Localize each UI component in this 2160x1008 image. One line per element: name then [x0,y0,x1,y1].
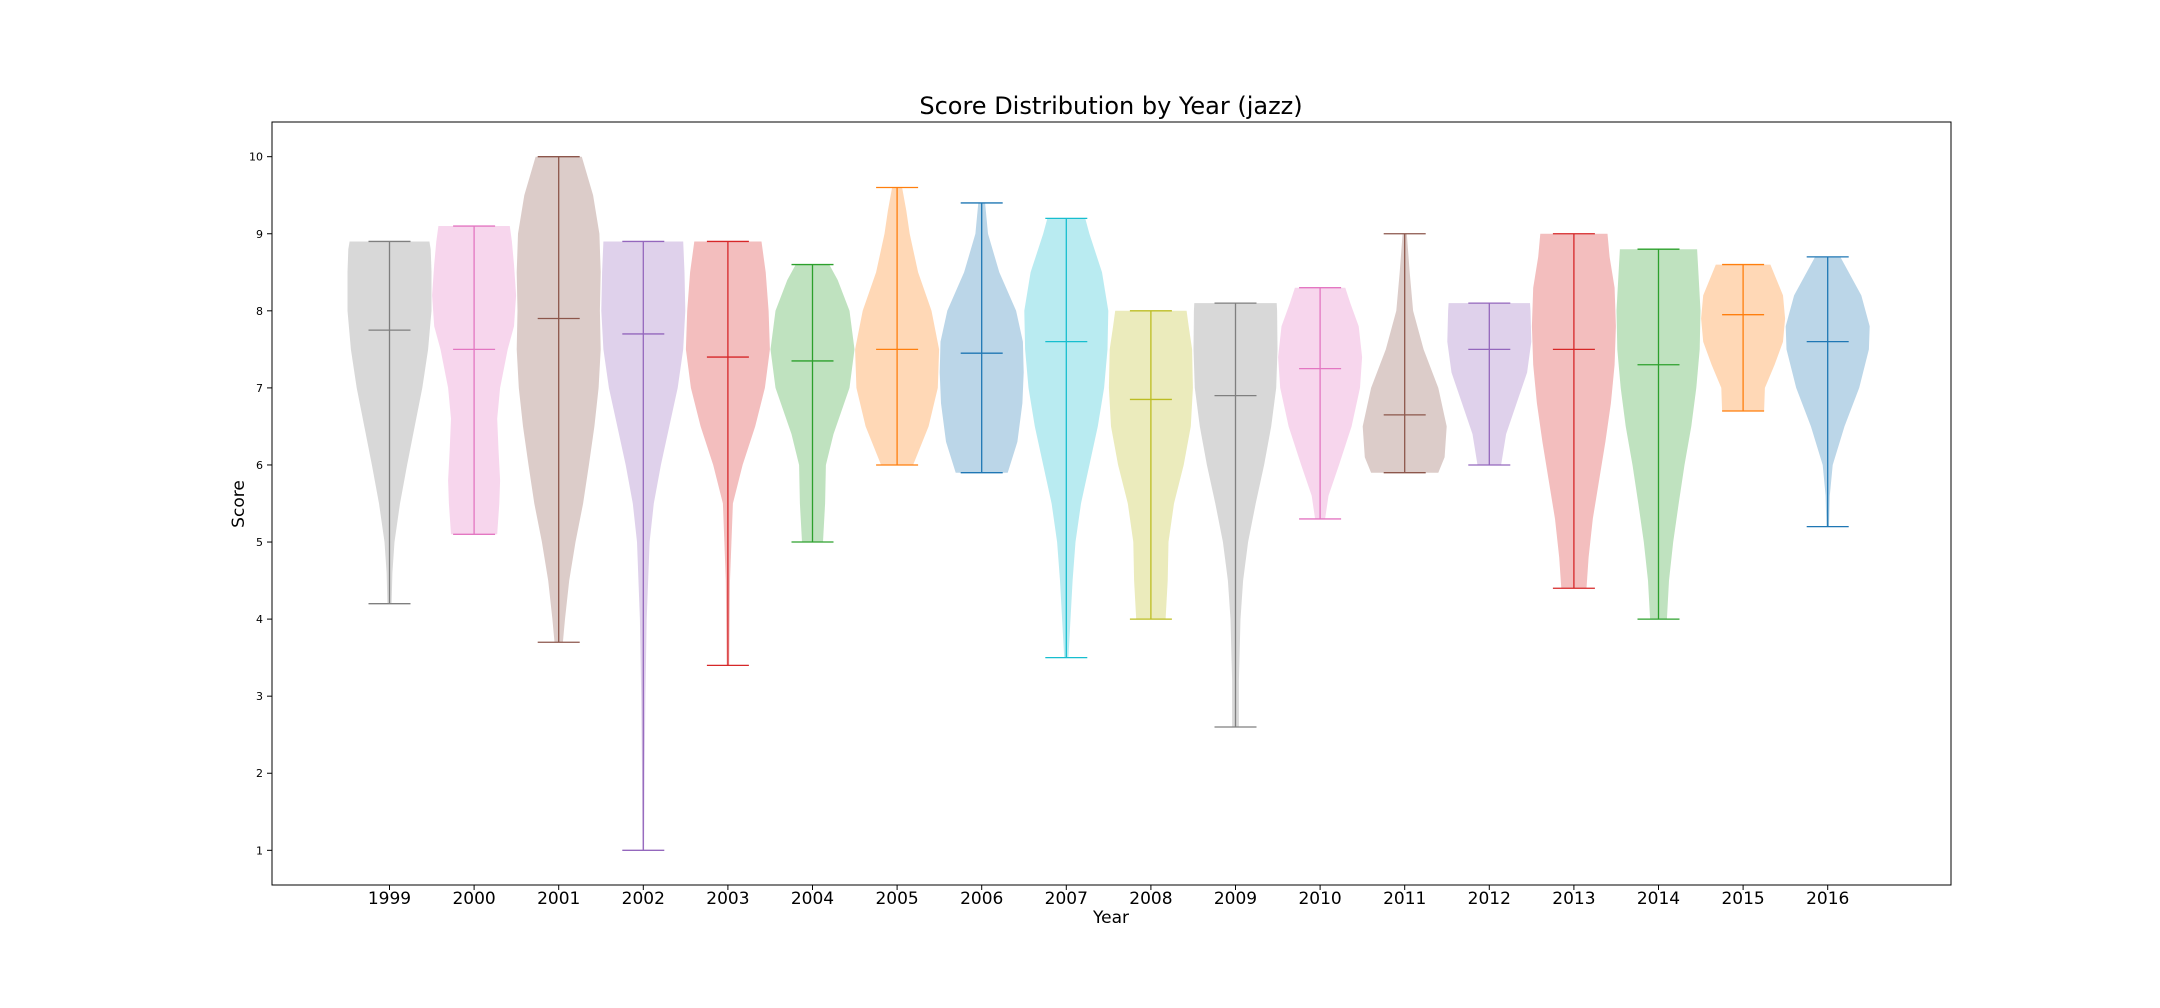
x-tick-label: 2008 [1129,889,1172,909]
violin-2015 [1701,263,1786,412]
x-tick-label: 2004 [791,889,834,909]
x-tick-label: 2010 [1298,889,1341,909]
y-axis-label: Score [229,480,249,528]
x-tick-label: 2015 [1721,889,1764,909]
y-tick-label: 8 [256,305,263,318]
violin-2014 [1616,248,1701,620]
violin-2005 [855,186,940,466]
violin-2009 [1193,302,1278,728]
violins-layer [347,156,1870,851]
violin-2004 [770,263,855,543]
violin-2000 [432,225,517,535]
x-tick-label: 2003 [706,889,749,909]
y-axis: 1 2 3 4 5 6 7 8 9 10 [249,151,272,857]
violin-2010 [1278,287,1363,520]
x-tick-label: 2001 [537,889,580,909]
x-tick-label: 2014 [1637,889,1680,909]
plot-area-frame [271,121,1952,886]
violin-2002 [601,240,686,851]
x-tick-label: 2007 [1045,889,1088,909]
x-tick-label: 2013 [1552,889,1595,909]
x-tick-label: 1999 [368,889,411,909]
violin-2012 [1447,302,1532,466]
y-tick-label: 9 [256,228,263,241]
y-tick-label: 3 [256,690,263,703]
x-tick-label: 2009 [1214,889,1257,909]
y-tick-label: 4 [256,613,263,626]
y-tick-label: 1 [256,844,263,857]
x-axis: 1999 2000 2001 2002 2003 2004 2005 2006 2007 2008… [368,885,1849,909]
y-tick-label: 5 [256,536,263,549]
x-tick-label: 2005 [875,889,918,909]
violin-2008 [1108,310,1193,620]
violin-2011 [1362,233,1447,474]
x-tick-label: 2011 [1383,889,1426,909]
violin-2003 [685,240,770,666]
y-tick-label: 10 [249,151,263,164]
violin-2016 [1785,256,1870,528]
violin-2006 [939,202,1024,474]
y-tick-label: 6 [256,459,263,472]
violin-2001 [516,156,601,643]
violin-2007 [1024,217,1109,659]
x-tick-label: 2000 [452,889,495,909]
y-tick-label: 7 [256,382,263,395]
y-tick-label: 2 [256,767,263,780]
x-axis-label: Year [1092,908,1129,928]
violin-2013 [1531,233,1616,589]
x-tick-label: 2016 [1806,889,1849,909]
violin-1999 [347,240,432,605]
x-tick-label: 2012 [1468,889,1511,909]
x-tick-label: 2002 [622,889,665,909]
x-tick-label: 2006 [960,889,1003,909]
chart-title: Score Distribution by Year (jazz) [919,92,1302,120]
